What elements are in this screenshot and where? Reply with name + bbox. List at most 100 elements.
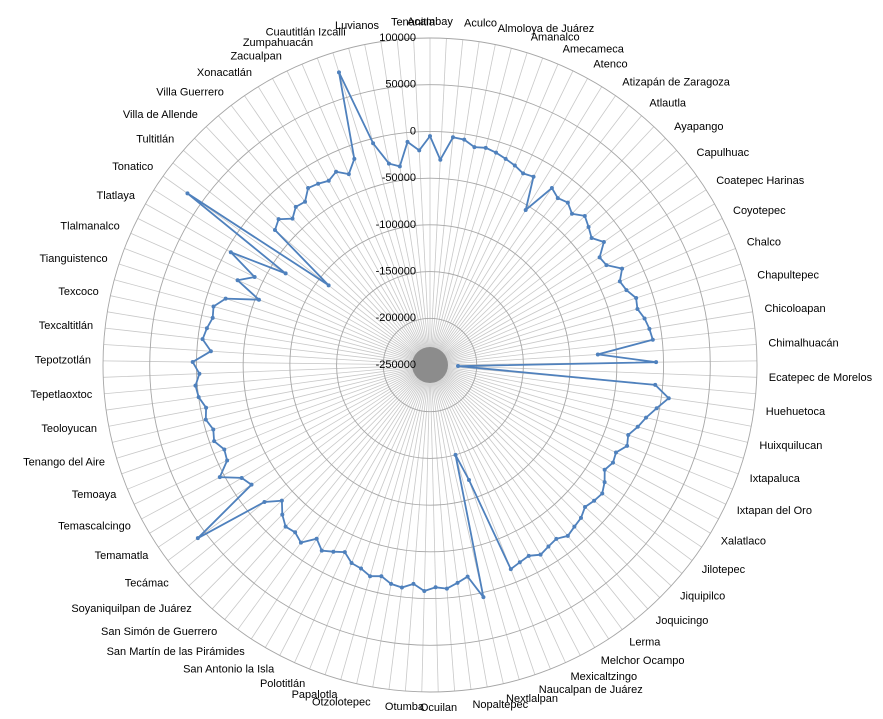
data-point: [450, 135, 455, 140]
spoke: [108, 364, 431, 427]
spoke: [250, 364, 431, 640]
category-label: Ayapango: [674, 121, 723, 133]
data-point: [494, 150, 499, 155]
data-point: [554, 536, 559, 541]
data-point: [601, 239, 606, 244]
data-point: [654, 360, 659, 365]
spoke: [194, 137, 431, 366]
data-point: [602, 480, 607, 485]
data-point: [252, 275, 257, 280]
data-point: [326, 283, 331, 288]
spoke: [429, 364, 733, 490]
category-label: Coyotepec: [733, 205, 786, 217]
spoke: [429, 39, 464, 366]
spoke: [429, 41, 480, 366]
category-label: Huixquilucan: [759, 440, 822, 452]
data-point: [538, 552, 543, 557]
spoke: [429, 162, 688, 366]
spoke: [158, 364, 431, 548]
spoke: [118, 263, 431, 366]
data-point: [592, 498, 597, 503]
data-point: [620, 266, 625, 271]
spoke: [429, 70, 574, 366]
spoke: [116, 364, 431, 459]
category-label: Joquicingo: [656, 615, 709, 627]
data-point: [635, 424, 640, 429]
data-point: [280, 512, 285, 517]
category-label: Temoaya: [72, 489, 118, 501]
spoke: [188, 364, 431, 587]
data-point: [604, 263, 609, 268]
data-point: [634, 296, 639, 301]
data-point: [235, 278, 240, 283]
data-point: [222, 447, 227, 452]
category-label: San Simón de Guerrero: [101, 626, 217, 638]
data-point: [293, 530, 298, 535]
data-point: [336, 70, 341, 75]
spoke: [429, 95, 616, 366]
spoke: [429, 52, 528, 366]
spoke: [421, 364, 431, 692]
data-point: [433, 585, 438, 590]
category-label: Chimalhuacán: [768, 337, 838, 349]
spoke: [105, 327, 431, 366]
category-label: Melchor Ocampo: [601, 655, 685, 667]
category-label: Acambay: [407, 16, 453, 28]
spoke: [429, 263, 742, 366]
spoke: [167, 364, 431, 561]
spoke: [429, 364, 649, 610]
spoke: [121, 364, 431, 475]
spoke: [137, 218, 431, 366]
data-point: [346, 172, 351, 177]
data-point: [217, 475, 222, 480]
data-point: [650, 337, 655, 342]
spoke: [429, 364, 472, 690]
spoke: [429, 364, 456, 692]
category-label: Tlatlaya: [96, 190, 135, 202]
data-point: [272, 228, 277, 233]
spoke: [429, 364, 693, 561]
data-point: [531, 174, 536, 179]
data-point: [613, 450, 618, 455]
spoke: [429, 232, 730, 366]
series: [185, 70, 671, 600]
grid-ring: [195, 130, 665, 600]
category-label: Atenco: [593, 58, 627, 70]
spoke: [429, 364, 711, 534]
spoke: [429, 295, 750, 366]
data-point: [503, 156, 508, 161]
data-point: [600, 491, 605, 496]
data-point: [200, 337, 205, 342]
data-point: [256, 297, 261, 302]
category-label: Ixtapan del Oro: [737, 505, 812, 517]
data-point: [316, 181, 321, 186]
spoke: [429, 364, 504, 684]
data-point: [228, 250, 233, 255]
data-point: [298, 540, 303, 545]
data-point: [262, 499, 267, 504]
spoke: [429, 137, 666, 366]
spoke: [429, 364, 566, 663]
data-point: [597, 255, 602, 260]
spoke: [404, 364, 431, 692]
data-point: [334, 169, 339, 174]
spoke: [429, 364, 581, 656]
spoke: [429, 364, 623, 630]
category-label: Coatepec Harinas: [716, 175, 805, 187]
category-label: Villa Guerrero: [156, 87, 224, 99]
category-label: Nopaltepec: [472, 699, 528, 711]
category-label: Chalco: [747, 237, 781, 249]
spoke: [172, 162, 431, 366]
spoke: [429, 364, 672, 587]
category-label: Soyaniquilpan de Juárez: [71, 603, 191, 615]
spoke: [429, 364, 702, 548]
spoke: [149, 364, 431, 534]
data-point: [211, 427, 216, 432]
category-label: Mexicaltzingo: [570, 671, 637, 683]
spoke: [429, 364, 727, 505]
spoke: [429, 364, 683, 574]
data-point: [352, 156, 357, 161]
spoke: [162, 175, 431, 366]
spoke: [429, 364, 551, 670]
data-point: [647, 326, 652, 331]
